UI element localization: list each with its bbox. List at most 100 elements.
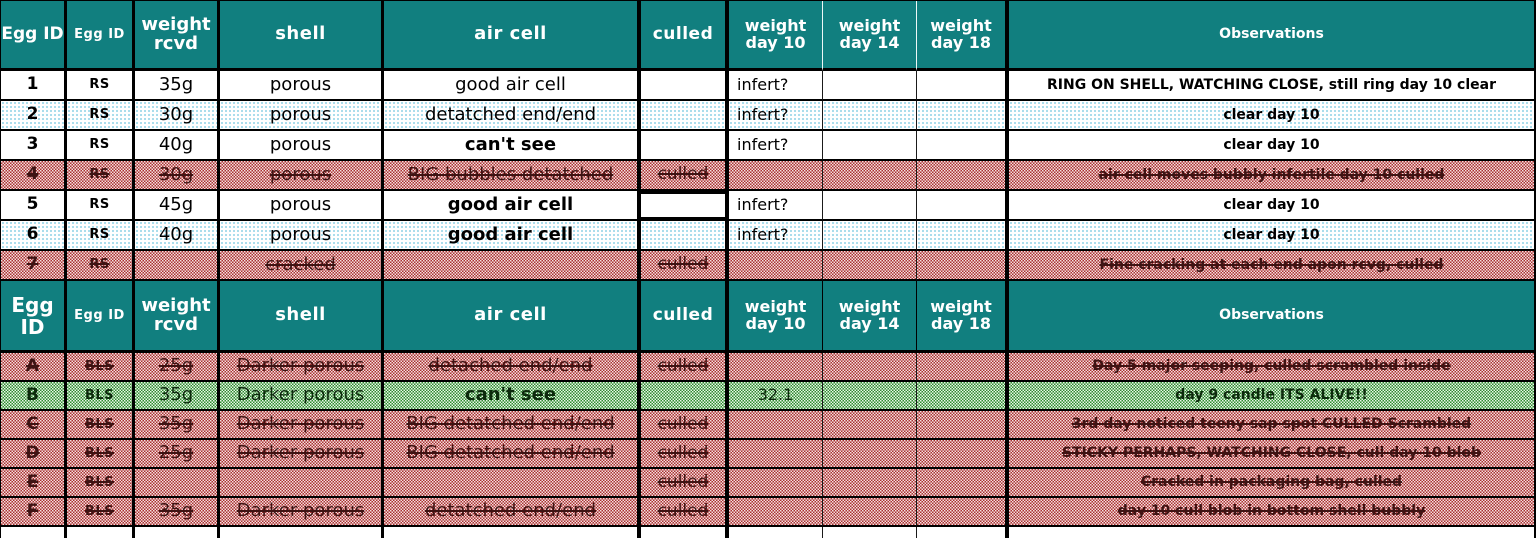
cell-D-observations[interactable]: STICKY PERHAPS, WATCHING CLOSE, cull day…: [1009, 440, 1534, 469]
cell-C-weight-day-18[interactable]: [917, 411, 1009, 440]
cell-B-weight-day-14[interactable]: [823, 382, 917, 411]
cell-7-weight-day-18[interactable]: [917, 251, 1009, 281]
cell-3-culled[interactable]: [641, 131, 729, 161]
cell-7-observations[interactable]: Fine cracking at each end apon rcvg, cul…: [1009, 251, 1534, 281]
header-cell-egg-id-2[interactable]: Egg ID: [67, 1, 135, 71]
header-cell-egg-id[interactable]: Egg ID: [1, 281, 67, 353]
cell-4-air-cell[interactable]: BIG bubbles detatched: [384, 161, 641, 191]
cell-5-egg-id-2[interactable]: RS: [67, 191, 135, 221]
cell-7-egg-id[interactable]: 7: [1, 251, 67, 281]
cell-1-observations[interactable]: RING ON SHELL, WATCHING CLOSE, still rin…: [1009, 71, 1534, 101]
cell-1-weight-day-14[interactable]: [823, 71, 917, 101]
cell-1-culled[interactable]: [641, 71, 729, 101]
cell-C-observations[interactable]: 3rd day noticed teeny sap spot CULLED Sc…: [1009, 411, 1534, 440]
cell-1-shell[interactable]: porous: [220, 71, 384, 101]
header-cell-weight-day-10[interactable]: weight day 10: [729, 281, 823, 353]
cell-3-observations[interactable]: clear day 10: [1009, 131, 1534, 161]
cell-1-weight-day-18[interactable]: [917, 71, 1009, 101]
cell-7-weight-day-10[interactable]: [729, 251, 823, 281]
cell-6-culled[interactable]: [641, 221, 729, 251]
cell-6-weight-day-14[interactable]: [823, 221, 917, 251]
header-cell-shell[interactable]: shell: [220, 1, 384, 71]
cell-1-weight-rcvd[interactable]: 35g: [135, 71, 220, 101]
cell-6-egg-id-2[interactable]: RS: [67, 221, 135, 251]
cell-F-weight-day-18[interactable]: [917, 498, 1009, 527]
cell-5-weight-day-10[interactable]: infert?: [729, 191, 823, 221]
cell-C-weight-day-10[interactable]: [729, 411, 823, 440]
cell-D-egg-id[interactable]: D: [1, 440, 67, 469]
cell-4-weight-day-18[interactable]: [917, 161, 1009, 191]
cell-D-shell[interactable]: Darker porous: [220, 440, 384, 469]
cell-6-air-cell[interactable]: good air cell: [384, 221, 641, 251]
cell-7-weight-day-14[interactable]: [823, 251, 917, 281]
cell-2-shell[interactable]: porous: [220, 101, 384, 131]
cell-F-shell[interactable]: Darker porous: [220, 498, 384, 527]
cell-E-egg-id[interactable]: E: [1, 469, 67, 498]
cell-E-air-cell[interactable]: [384, 469, 641, 498]
cell-3-shell[interactable]: porous: [220, 131, 384, 161]
cell-7-egg-id-2[interactable]: RS: [67, 251, 135, 281]
cell-4-weight-day-10[interactable]: [729, 161, 823, 191]
cell-A-weight-rcvd[interactable]: 25g: [135, 353, 220, 382]
cell-B-shell[interactable]: Darker porous: [220, 382, 384, 411]
cell-A-shell[interactable]: Darker porous: [220, 353, 384, 382]
header-cell-egg-id-2[interactable]: Egg ID: [67, 281, 135, 353]
header-cell-egg-id[interactable]: Egg ID: [1, 1, 67, 71]
cell-B-observations[interactable]: day 9 candle ITS ALIVE!!: [1009, 382, 1534, 411]
cell-1-egg-id[interactable]: 1: [1, 71, 67, 101]
header-cell-observations[interactable]: Observations: [1009, 281, 1534, 353]
cell-5-observations[interactable]: clear day 10: [1009, 191, 1534, 221]
cell-A-weight-day-10[interactable]: [729, 353, 823, 382]
cell-E-egg-id-2[interactable]: BLS: [67, 469, 135, 498]
cell-2-air-cell[interactable]: detatched end/end: [384, 101, 641, 131]
cell-F-egg-id[interactable]: F: [1, 498, 67, 527]
cell-7-air-cell[interactable]: [384, 251, 641, 281]
cell-3-weight-day-10[interactable]: infert?: [729, 131, 823, 161]
cell-A-culled[interactable]: culled: [641, 353, 729, 382]
cell-5-egg-id[interactable]: 5: [1, 191, 67, 221]
cell-6-weight-day-10[interactable]: infert?: [729, 221, 823, 251]
cell-3-egg-id[interactable]: 3: [1, 131, 67, 161]
cell-F-weight-day-10[interactable]: [729, 498, 823, 527]
cell-4-egg-id-2[interactable]: RS: [67, 161, 135, 191]
cell-2-weight-day-18[interactable]: [917, 101, 1009, 131]
cell-5-weight-rcvd[interactable]: 45g: [135, 191, 220, 221]
cell-E-observations[interactable]: Cracked in packaging bag, culled: [1009, 469, 1534, 498]
cell-A-weight-day-18[interactable]: [917, 353, 1009, 382]
cell-3-weight-day-18[interactable]: [917, 131, 1009, 161]
header-cell-culled[interactable]: culled: [641, 281, 729, 353]
header-cell-weight-day-18[interactable]: weight day 18: [917, 281, 1009, 353]
cell-2-observations[interactable]: clear day 10: [1009, 101, 1534, 131]
cell-A-egg-id[interactable]: A: [1, 353, 67, 382]
cell-C-culled[interactable]: culled: [641, 411, 729, 440]
cell-5-shell[interactable]: porous: [220, 191, 384, 221]
cell-4-shell[interactable]: porous: [220, 161, 384, 191]
cell-C-weight-day-14[interactable]: [823, 411, 917, 440]
cell-3-egg-id-2[interactable]: RS: [67, 131, 135, 161]
cell-7-culled[interactable]: culled: [641, 251, 729, 281]
cell-A-weight-day-14[interactable]: [823, 353, 917, 382]
cell-4-egg-id[interactable]: 4: [1, 161, 67, 191]
header-cell-weight-day-14[interactable]: weight day 14: [823, 281, 917, 353]
header-cell-weight-day-14[interactable]: weight day 14: [823, 1, 917, 71]
header-cell-shell[interactable]: shell: [220, 281, 384, 353]
cell-B-weight-rcvd[interactable]: 35g: [135, 382, 220, 411]
cell-C-weight-rcvd[interactable]: 35g: [135, 411, 220, 440]
cell-E-weight-day-14[interactable]: [823, 469, 917, 498]
cell-B-weight-day-10[interactable]: 32.1: [729, 382, 823, 411]
cell-D-weight-day-14[interactable]: [823, 440, 917, 469]
cell-C-shell[interactable]: Darker porous: [220, 411, 384, 440]
header-cell-air-cell[interactable]: air cell: [384, 1, 641, 71]
empty-cell[interactable]: [1, 527, 67, 538]
empty-cell[interactable]: [1009, 527, 1534, 538]
empty-cell[interactable]: [384, 527, 641, 538]
cell-2-weight-day-10[interactable]: infert?: [729, 101, 823, 131]
cell-C-air-cell[interactable]: BIG detatched end/end: [384, 411, 641, 440]
empty-cell[interactable]: [135, 527, 220, 538]
header-cell-air-cell[interactable]: air cell: [384, 281, 641, 353]
cell-4-weight-day-14[interactable]: [823, 161, 917, 191]
cell-1-air-cell[interactable]: good air cell: [384, 71, 641, 101]
cell-A-air-cell[interactable]: detached end/end: [384, 353, 641, 382]
cell-D-weight-rcvd[interactable]: 25g: [135, 440, 220, 469]
cell-6-weight-rcvd[interactable]: 40g: [135, 221, 220, 251]
